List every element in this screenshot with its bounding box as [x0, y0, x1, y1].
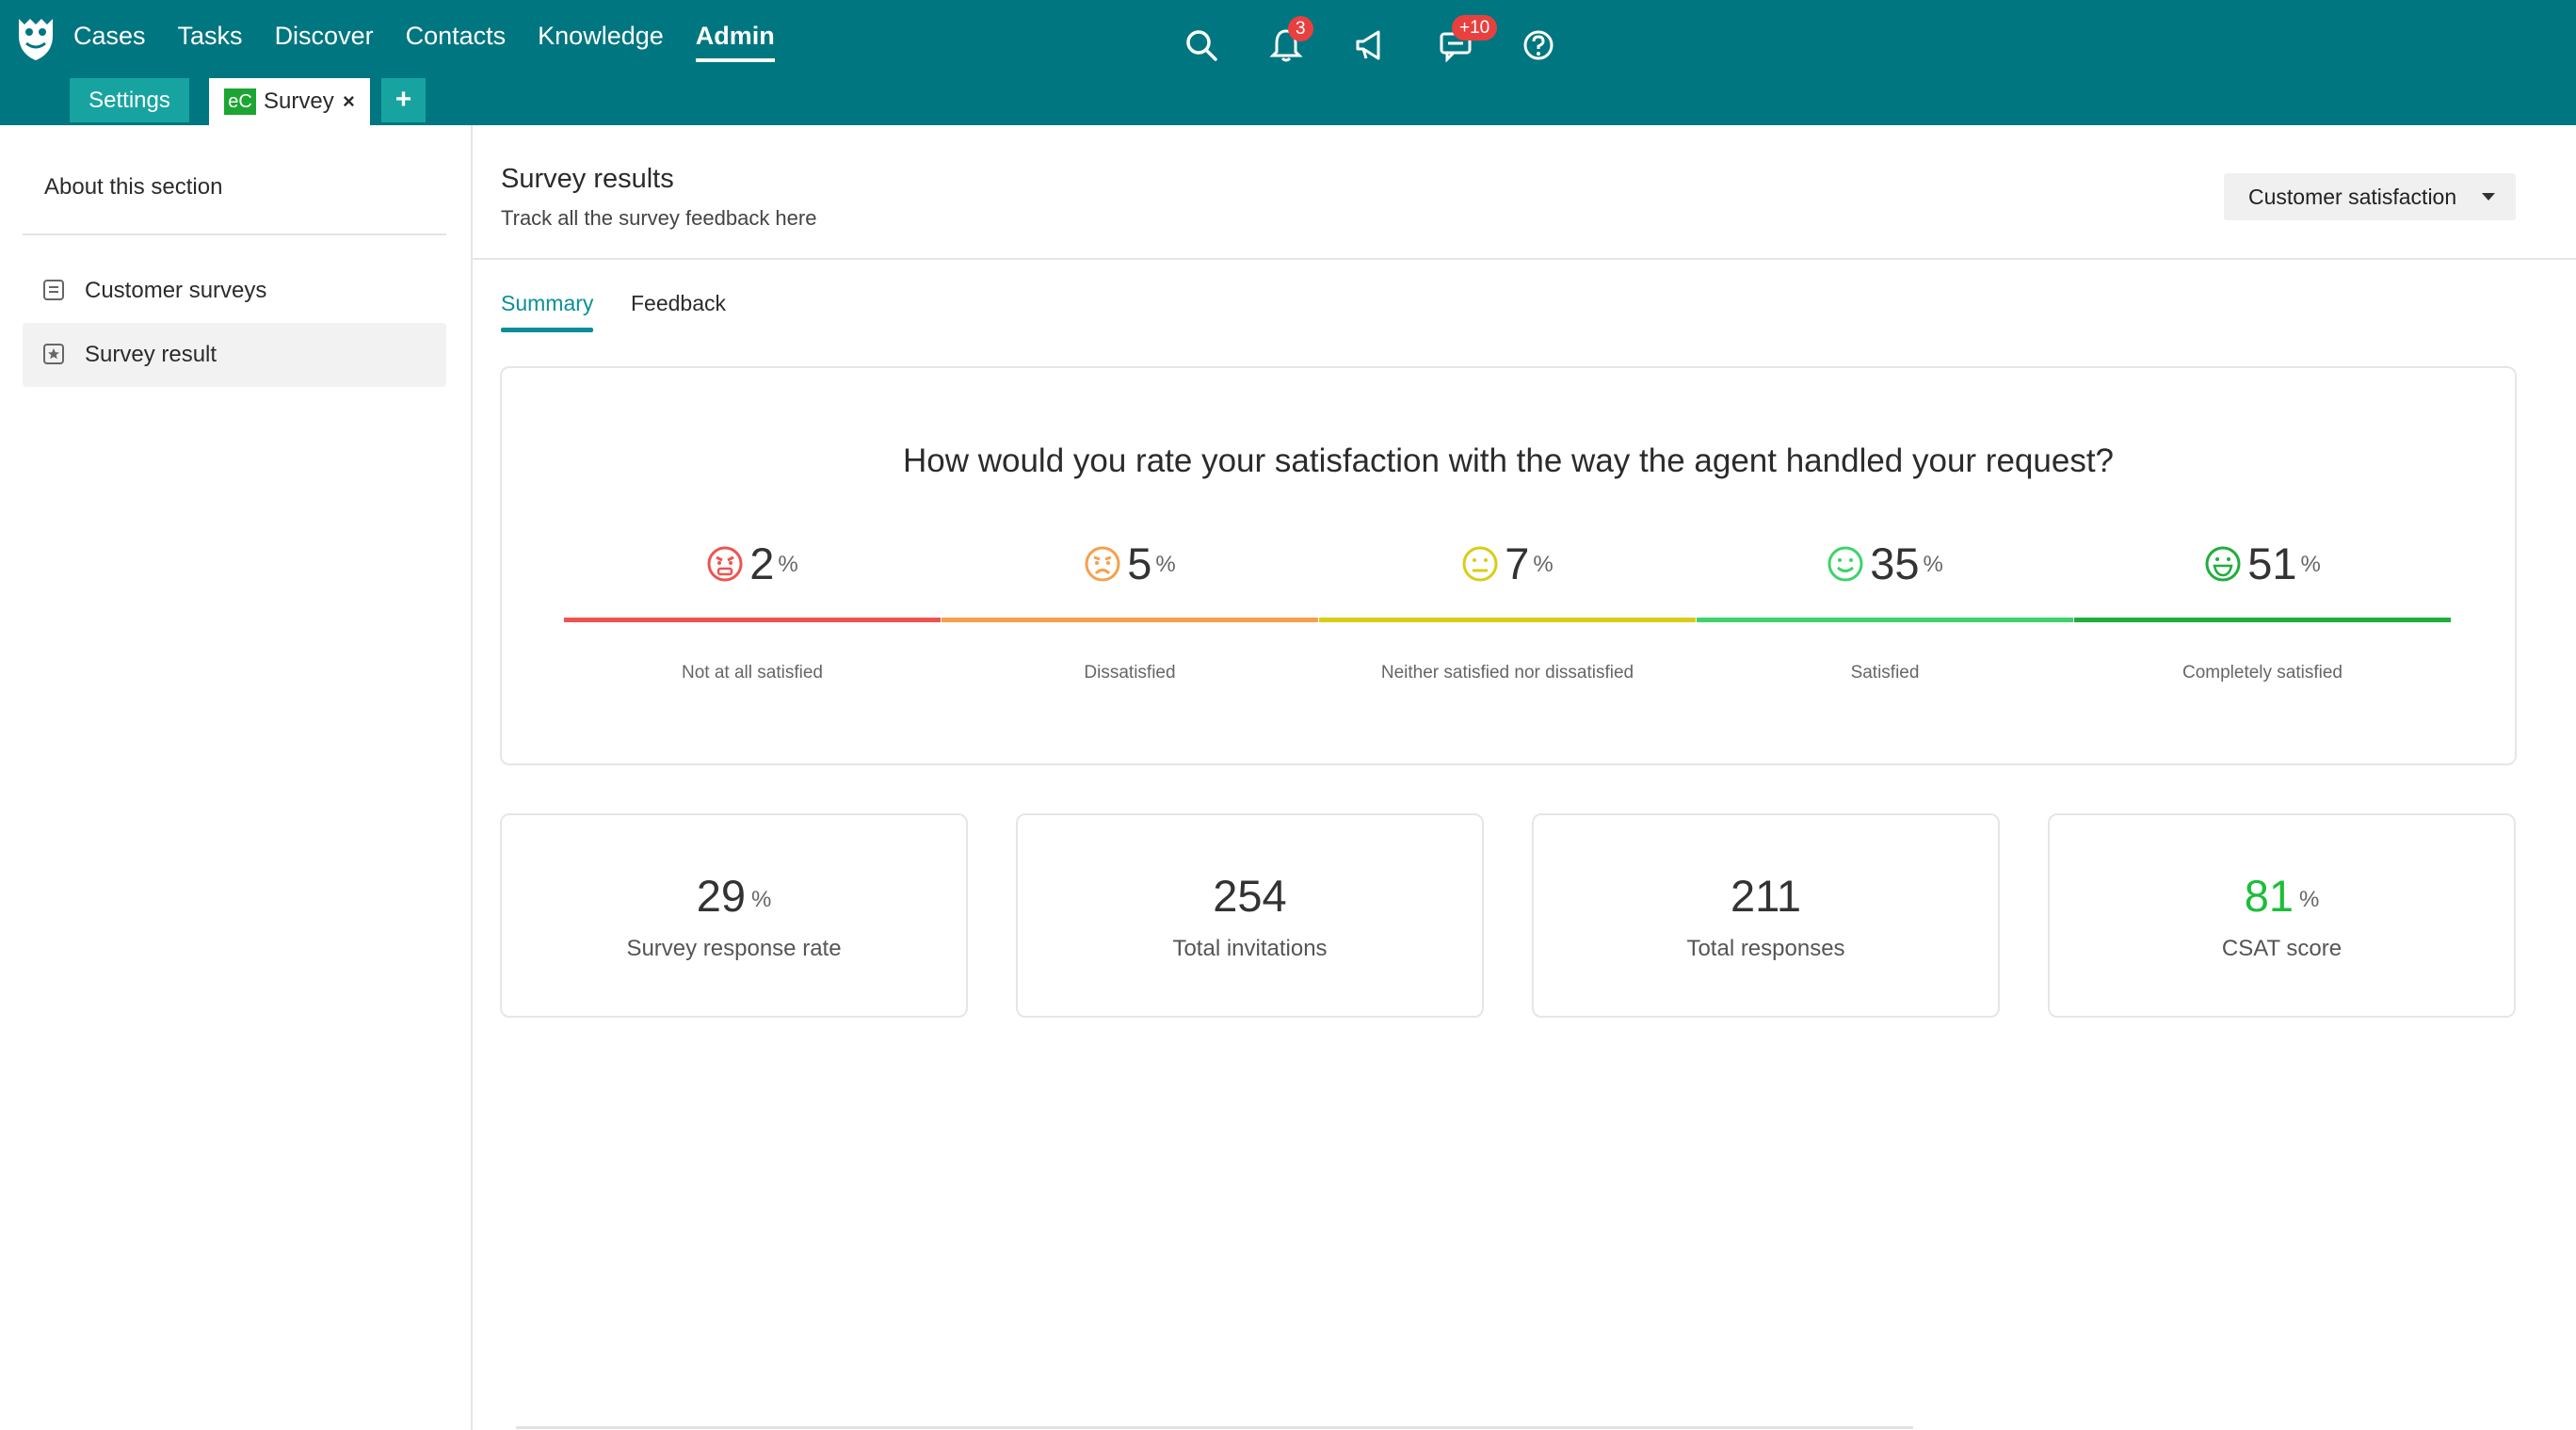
stat-unit: %: [750, 887, 772, 912]
stat-unit: %: [2298, 887, 2320, 912]
rating-label: Satisfied: [1850, 663, 1920, 683]
rating-unit: %: [1155, 552, 1176, 577]
stat-label: CSAT score: [2221, 936, 2343, 961]
chat-icon[interactable]: +10: [1429, 15, 1498, 72]
messages-badge: +10: [1452, 15, 1498, 40]
nav-tasks[interactable]: Tasks: [177, 22, 243, 50]
tab-survey-label: Survey: [264, 88, 334, 114]
stat-card-responses: 211 Total responses: [1532, 813, 2000, 1018]
survey-question: How would you rate your satisfaction wit…: [902, 442, 2115, 479]
main-nav: Cases Tasks Discover Contacts Knowledge …: [73, 17, 807, 62]
survey-app-badge: eC: [224, 88, 256, 115]
rating-value: 7: [1505, 538, 1530, 588]
smile-face-icon: [1827, 546, 1863, 582]
nav-contacts[interactable]: Contacts: [405, 22, 507, 50]
grin-face-icon: [2205, 546, 2241, 582]
close-tab-button[interactable]: ×: [343, 89, 355, 113]
rating-neutral: 7 % Neither satisfied nor dissatisfied: [1319, 527, 1696, 687]
caret-down-icon: [2482, 193, 2495, 201]
megaphone-icon[interactable]: [1344, 19, 1397, 72]
rating-completely-satisfied: 51 % Completely satisfied: [2074, 527, 2451, 687]
rating-bar: [942, 618, 1318, 622]
top-bar: Cases Tasks Discover Contacts Knowledge …: [0, 0, 2576, 125]
rating-label: Not at all satisfied: [682, 663, 823, 683]
tab-feedback[interactable]: Feedback: [631, 291, 727, 315]
logo-icon[interactable]: [13, 13, 58, 62]
rating-unit: %: [2300, 552, 2321, 577]
rating-unit: %: [1923, 552, 1943, 577]
sidebar-title: About this section: [44, 174, 223, 200]
notifications-badge: 3: [1288, 16, 1313, 41]
rating-label: Dissatisfied: [1084, 663, 1176, 683]
horizontal-scrollbar[interactable]: [516, 1426, 1913, 1429]
page-subtitle: Track all the survey feedback here: [501, 206, 817, 230]
rating-card: [500, 366, 2517, 765]
bell-icon[interactable]: 3: [1260, 16, 1313, 72]
rating-value: 5: [1127, 538, 1152, 588]
tab-settings[interactable]: Settings: [70, 78, 189, 122]
rating-bar: [1319, 618, 1696, 622]
rating-not-satisfied: 2 % Not at all satisfied: [564, 527, 941, 687]
dropdown-value: Customer satisfaction: [2248, 185, 2457, 209]
nav-discover[interactable]: Discover: [274, 22, 374, 50]
rating-unit: %: [778, 552, 798, 577]
star-icon: [43, 344, 64, 364]
sidebar: About this section Customer surveys Surv…: [0, 125, 473, 1430]
stat-value: 29: [696, 871, 746, 921]
sidebar-item-label: Survey result: [85, 342, 217, 367]
rating-value: 35: [1870, 538, 1920, 588]
stat-value: 211: [1731, 871, 1801, 921]
stat-value: 254: [1213, 871, 1287, 921]
rating-label: Neither satisfied nor dissatisfied: [1380, 663, 1634, 683]
add-tab-button[interactable]: +: [381, 78, 426, 122]
stat-label: Survey response rate: [626, 936, 842, 961]
sidebar-item-survey-result[interactable]: Survey result: [23, 323, 446, 387]
search-icon[interactable]: [1175, 19, 1228, 72]
stat-label: Total invitations: [1172, 936, 1328, 961]
sidebar-divider: [23, 233, 446, 235]
rating-unit: %: [1533, 552, 1554, 577]
rating-dissatisfied: 5 % Dissatisfied: [942, 527, 1318, 687]
rating-label: Completely satisfied: [2182, 663, 2343, 683]
help-icon[interactable]: [1512, 19, 1565, 72]
stat-card-csat: 81 % CSAT score: [2048, 813, 2516, 1018]
rating-value: 2: [749, 538, 775, 588]
page-title: Survey results: [501, 164, 674, 194]
rating-value: 51: [2247, 538, 2297, 588]
header-divider: [473, 258, 2576, 260]
sidebar-item-label: Customer surveys: [85, 278, 267, 303]
tab-summary[interactable]: Summary: [501, 291, 594, 332]
stat-card-response-rate: 29 % Survey response rate: [500, 813, 968, 1018]
nav-cases[interactable]: Cases: [73, 22, 146, 50]
rating-bar: [1697, 618, 2073, 622]
stat-card-invitations: 254 Total invitations: [1016, 813, 1484, 1018]
angry-face-icon: [707, 546, 743, 582]
list-icon: [43, 280, 64, 300]
survey-select-dropdown[interactable]: Customer satisfaction: [2224, 173, 2516, 220]
neutral-face-icon: [1462, 546, 1498, 582]
rating-bar: [564, 618, 941, 622]
sidebar-item-customer-surveys[interactable]: Customer surveys: [23, 259, 446, 323]
sad-face-icon: [1085, 546, 1120, 582]
stat-label: Total responses: [1686, 936, 1845, 961]
rating-satisfied: 35 % Satisfied: [1697, 527, 2073, 687]
nav-admin[interactable]: Admin: [695, 17, 775, 62]
nav-knowledge[interactable]: Knowledge: [538, 22, 664, 50]
rating-bar: [2074, 618, 2451, 622]
tab-survey[interactable]: eC Survey ×: [209, 78, 370, 125]
stat-value: 81: [2244, 871, 2294, 921]
